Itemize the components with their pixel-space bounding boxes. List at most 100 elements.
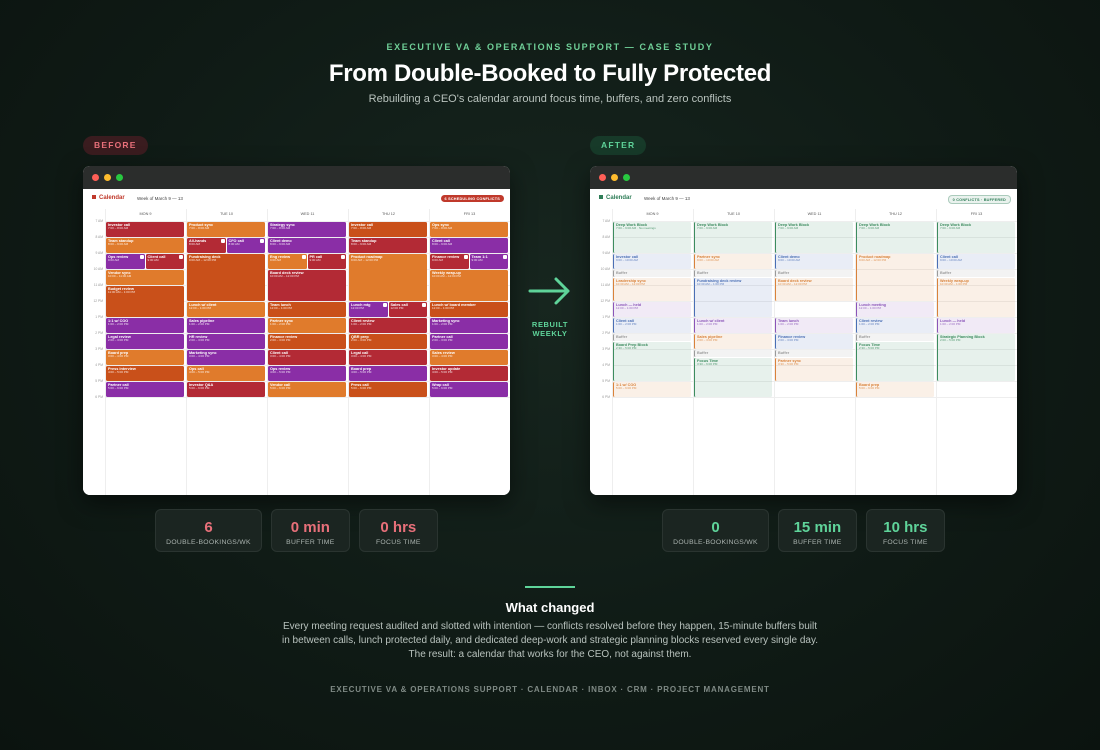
event-time: 1:00 – 2:00 PM [940,321,961,326]
event-time: 7:00 – 8:00 AM [351,225,372,230]
event-time: 12:00 – 1:00 PM [616,305,639,310]
event-title: 1:1 w/ COO [616,382,637,387]
event-title: Marketing sync [189,350,217,355]
event: PR call 9:00 AM [307,253,346,269]
event: Lunch — held 12:00 – 1:00 PM [613,301,691,317]
event-time: 1:00 – 2:00 PM [351,321,372,326]
summary-line: The result: a calendar that works for th… [408,649,692,660]
event: Sales call 12:00 PM [388,301,427,317]
event: Team standup 8:00 – 9:00 AM [349,237,427,253]
event-time: 12:00 – 1:00 PM [270,305,293,310]
event: Strategic Planning Block 2:00 – 5:00 PM [937,333,1015,381]
event: Buffer [775,269,853,277]
hour-label: 12 PM [93,299,103,303]
event-title: Leadership sync [616,278,646,283]
event-title: Client call [147,254,166,259]
event: Focus Time 3:30 – 6:00 PM [694,357,772,397]
event: Product roadmap 9:00 AM – 12:00 PM [856,253,934,301]
event-time: 12:00 – 1:00 PM [859,305,882,310]
grid-line [612,333,1017,334]
event-title: Team lunch [270,302,291,307]
grid-line [612,269,1017,270]
event-time: 12:00 – 1:00 PM [189,305,212,310]
event-time: 7:00 – 9:00 AM · No meetings [616,225,656,230]
event-title: Vendor call [270,382,291,387]
week-label: Week of March 9 — 13 [137,196,183,201]
conflict-flag [341,254,345,259]
conflict-flag [503,254,507,259]
event: Product sync 7:00 – 8:00 AM [187,221,265,237]
event: 1:1 w/ COO 5:00 – 6:00 PM [613,381,691,397]
grid-line [105,397,510,398]
event-title: Investor call [351,222,374,227]
event-title: Buffer [616,334,628,339]
event-title: Partner call [108,382,129,387]
event: Marketing sync 1:00 – 2:00 PM [430,317,508,333]
event-title: Buffer [859,334,871,339]
hour-label: 7 AM [602,219,610,223]
event-title: Buffer [778,350,790,355]
event-title: Product roadmap [351,254,383,259]
event: Strategy sync 7:00 – 8:00 AM [268,221,346,237]
event: Client call 9:00 – 10:00 AM [937,253,1015,269]
calendar-window: Calendar Week of March 9 — 13 6 SCHEDULING… [83,166,510,495]
event: Budget review 11:00 AM – 1:00 PM [106,285,184,317]
status-pill: 0 CONFLICTS · BUFFERED [947,195,1011,204]
panel-badge: BEFORE [83,136,148,155]
event-time: 2:00 – 3:00 PM [432,337,453,342]
event-title: Deep Work Block [616,222,648,227]
window-control [599,174,606,181]
event: Lunch w/ client 1:00 – 2:00 PM [694,317,772,333]
event-time: 9:00 – 10:00 AM [940,257,962,262]
event: Buffer [613,269,691,277]
event-time: 9:00 AM [432,257,444,262]
stat-card: 6 DOUBLE-BOOKINGS/WK [155,509,262,552]
window-control [92,174,99,181]
event: Partner sync 9:00 – 10:00 AM [694,253,772,269]
event-time: 2:30 – 5:00 PM [859,345,880,350]
event-title: Strategy sync [270,222,295,227]
event-time: 3:00 – 4:00 PM [351,353,372,358]
event-title: Client call [940,254,958,259]
event-time: 10:30 AM – 1:00 PM [697,281,725,286]
event-title: Board prep [859,382,880,387]
event-title: QBR prep [351,334,369,339]
column-line [774,209,775,495]
grid-line [612,397,1017,398]
stat-value: 0 [711,519,720,536]
hour-label: 7 AM [95,219,103,223]
event: Press call 5:00 – 6:00 PM [349,381,427,397]
event: Partner call 5:00 – 6:00 PM [106,381,184,397]
event: Client call 1:00 – 2:00 PM [613,317,691,333]
day-header: TUE 10 [220,212,233,216]
event: Board deck review 10:00 AM – 12:00 PM [268,269,346,301]
event-time: 5:00 – 6:00 PM [859,385,880,390]
stat-value: 0 hrs [380,519,417,536]
event-time: 1:00 – 2:00 PM [270,321,291,326]
event: Partner sync 1:00 – 2:00 PM [268,317,346,333]
event-time: 9:00 AM [108,257,120,262]
event: Client demo 9:00 – 10:00 AM [775,253,853,269]
event: Deep Work Block 7:00 – 9:00 AM [937,221,1015,253]
event-title: Deep Work Block [778,222,810,227]
event-title: Client call [270,350,288,355]
summary-line: in between calls, lunch protected daily,… [281,635,819,646]
event-title: Finance review [778,334,806,339]
event-time: 1:00 – 2:00 PM [859,321,880,326]
hour-label: 5 PM [95,379,103,383]
event-time: 5:00 – 6:00 PM [351,385,372,390]
column-line [612,209,613,495]
event: Legal call 3:00 – 4:00 PM [349,349,427,365]
hour-label: 6 PM [602,395,610,399]
day-header: WED 11 [300,212,315,216]
event-time: 5:00 – 6:00 PM [108,385,129,390]
event-time: 8:00 AM [189,241,201,246]
app-label: Calendar [606,195,632,201]
event-title: Finance review [270,334,298,339]
event-time: 8:00 AM [228,241,240,246]
event: Board Prep Block 2:30 – 5:00 PM [613,341,691,381]
event: Investor call 7:00 – 8:00 AM [106,221,184,237]
event: All-hands 8:00 AM [187,237,226,253]
event-time: 1:00 – 2:00 PM [432,321,453,326]
